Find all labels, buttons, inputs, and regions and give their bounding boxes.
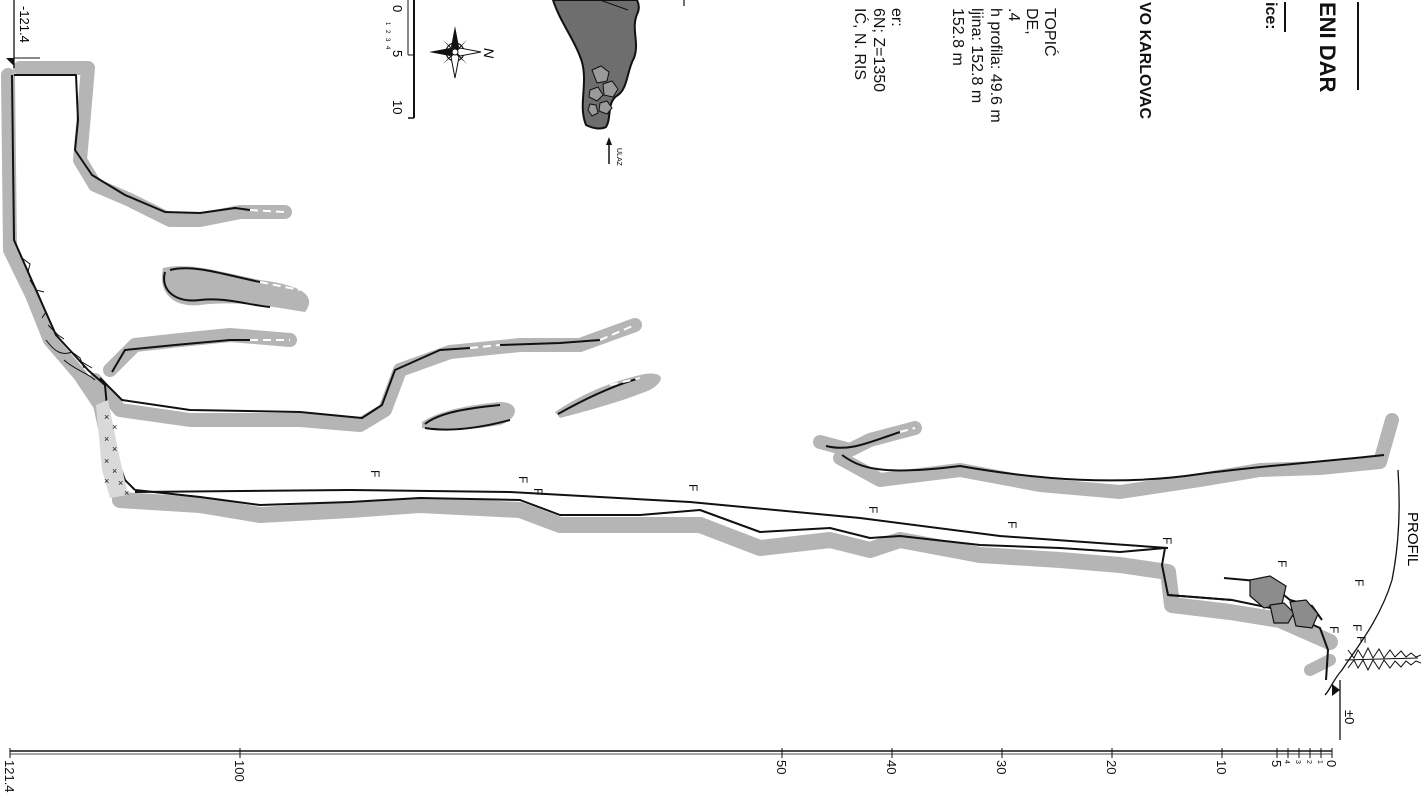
depth-tick-4: 4 [1283,760,1290,764]
plan-boulders [587,65,619,117]
profile-label: PROFIL [1404,512,1421,566]
depth-tick-20: 20 [1104,760,1119,774]
profile-walls-shade [1,61,1399,676]
depth-tick-30: 30 [994,760,1009,774]
scale-tick-0: 0 [390,5,405,12]
svg-text:×: × [104,476,109,486]
depth-tick-5: 5 [1269,760,1284,767]
scale-tick-10: 10 [390,100,405,114]
anchor-label: F [368,470,382,477]
svg-text:×: × [112,444,117,454]
anchor-label: F [1352,579,1366,586]
scale-tick-5: 5 [390,50,405,57]
scale-tick-4: 4 [384,46,390,50]
depth-tick-1: 1 [1316,760,1323,764]
surface-profile [1324,469,1400,696]
breakdown-debris [21,257,96,381]
svg-text:×: × [104,412,109,422]
depth-axis: 0 1 2 3 4 5 10 20 30 40 50 100 121.4 [2,748,1339,793]
profile-outline [11,74,1385,681]
svg-text:×: × [104,456,109,466]
talus-marks: ×× ×× ×× ×× × [104,412,129,498]
depth-tick-10: 10 [1214,760,1229,774]
tree-icon [1344,646,1421,672]
top-depth-label: ±0 [1342,710,1357,724]
plan-scale-bar: 1 2 3 4 0 5 10 [384,0,415,119]
entrance-boulders [1249,575,1319,629]
plan-view: ULAZ [551,0,685,167]
anchor-label: F [1160,537,1174,544]
depth-tick-40: 40 [884,760,899,774]
svg-text:×: × [118,478,123,488]
profile-dashed-segments [249,209,916,433]
depth-tick-121-4: 121.4 [2,760,17,793]
bottom-depth-marker: -121.4 [6,0,40,68]
plan-passage [551,0,640,130]
anchor-label: F [516,476,530,483]
scale-tick-3: 3 [384,38,390,42]
svg-text:×: × [112,466,117,476]
anchor-label: F [1350,624,1364,631]
scale-tick-2: 2 [384,30,390,34]
anchor-label: F [866,506,880,513]
anchor-label: F [1327,626,1341,633]
svg-text:×: × [124,488,129,498]
depth-tick-3: 3 [1294,760,1301,764]
svg-text:×: × [112,422,117,432]
svg-text:×: × [104,434,109,444]
fixed-anchors: F F F F F F F F F F F F [368,470,1368,643]
anchor-label: F [1005,521,1019,528]
bottom-depth-label: -121.4 [17,6,32,43]
anchor-label: F [686,484,700,491]
talus-zone [96,400,128,498]
top-depth-marker: ±0 [1332,680,1357,740]
anchor-label: F [531,488,545,495]
depth-tick-0: 0 [1324,760,1339,767]
depth-tick-50: 50 [774,760,789,774]
scale-tick-1: 1 [384,22,390,26]
depth-tick-100: 100 [232,760,247,782]
anchor-label: F [1275,560,1289,567]
north-arrow-icon [429,26,482,79]
anchor-label: F [1354,636,1368,643]
depth-tick-2: 2 [1305,760,1312,764]
north-label: N [481,48,497,59]
entrance-label: ULAZ [615,148,622,167]
